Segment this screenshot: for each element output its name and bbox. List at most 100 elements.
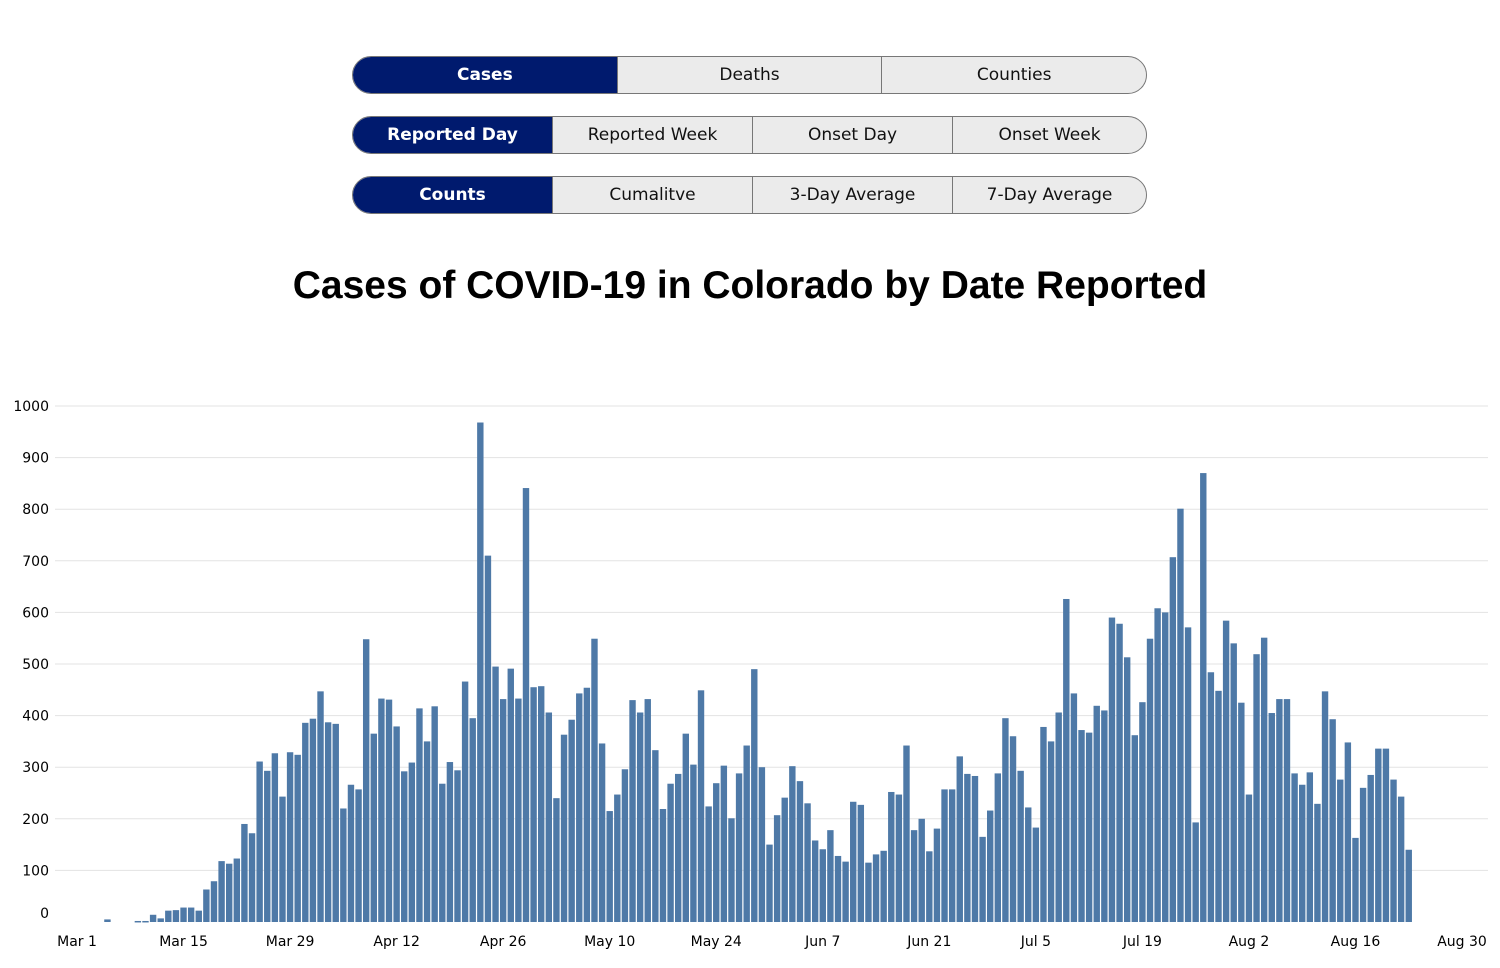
bar[interactable] (941, 789, 948, 922)
bar[interactable] (682, 733, 689, 922)
bar[interactable] (895, 794, 903, 922)
bar[interactable] (165, 910, 172, 922)
bar[interactable] (1276, 699, 1283, 922)
bar[interactable] (1139, 702, 1146, 922)
bar[interactable] (652, 750, 659, 922)
bar[interactable] (1382, 748, 1390, 922)
bar[interactable] (302, 722, 309, 922)
bar[interactable] (1253, 654, 1260, 922)
bar[interactable] (735, 773, 743, 922)
bar[interactable] (1222, 620, 1230, 922)
bar[interactable] (142, 920, 149, 923)
bar[interactable] (1397, 796, 1405, 922)
bar[interactable] (1009, 736, 1017, 922)
bar[interactable] (888, 791, 895, 922)
bar[interactable] (241, 823, 248, 922)
bar[interactable] (309, 718, 317, 922)
bar[interactable] (279, 796, 286, 922)
bar[interactable] (568, 719, 575, 922)
bar[interactable] (811, 840, 819, 922)
bar[interactable] (1169, 557, 1177, 922)
bar[interactable] (104, 919, 111, 922)
bar[interactable] (834, 855, 842, 922)
bar[interactable] (1306, 772, 1314, 922)
bar[interactable] (979, 836, 986, 922)
bar[interactable] (910, 830, 918, 922)
bar[interactable] (362, 639, 370, 922)
bar[interactable] (1230, 643, 1237, 922)
bar[interactable] (530, 687, 537, 922)
bar[interactable] (827, 830, 834, 922)
bar[interactable] (667, 783, 674, 922)
bar[interactable] (1108, 617, 1116, 922)
tab-counties[interactable]: Counties (881, 57, 1146, 93)
bar[interactable] (1116, 623, 1123, 922)
bar[interactable] (705, 806, 712, 922)
bar[interactable] (553, 798, 560, 922)
bar[interactable] (1344, 742, 1352, 922)
bar[interactable] (766, 844, 773, 922)
bar[interactable] (1055, 712, 1062, 922)
bar[interactable] (515, 698, 522, 922)
bar[interactable] (933, 828, 941, 922)
bar[interactable] (1162, 612, 1169, 922)
bar[interactable] (713, 783, 720, 922)
bar[interactable] (842, 861, 849, 922)
bar[interactable] (758, 767, 766, 922)
bar[interactable] (469, 718, 476, 922)
tab-reported-day[interactable]: Reported Day (353, 117, 552, 153)
bar[interactable] (804, 803, 811, 922)
bar[interactable] (659, 808, 667, 922)
bar[interactable] (773, 815, 781, 922)
bar[interactable] (1359, 787, 1367, 922)
bar[interactable] (1329, 719, 1336, 922)
bar[interactable] (393, 726, 400, 922)
bar[interactable] (1085, 732, 1093, 922)
bar[interactable] (264, 770, 271, 922)
bar[interactable] (789, 766, 796, 922)
bar[interactable] (1093, 705, 1100, 922)
tab-cases[interactable]: Cases (353, 57, 617, 93)
bar[interactable] (484, 555, 492, 922)
bar[interactable] (401, 771, 408, 922)
bar[interactable] (880, 850, 887, 922)
bar[interactable] (743, 745, 750, 922)
bar[interactable] (203, 889, 210, 922)
bar[interactable] (499, 699, 507, 922)
bar[interactable] (134, 920, 142, 923)
bar[interactable] (1299, 784, 1306, 922)
bar[interactable] (157, 918, 164, 922)
bar[interactable] (317, 691, 324, 922)
bar[interactable] (697, 690, 705, 922)
bar[interactable] (248, 833, 256, 922)
bar[interactable] (423, 741, 431, 922)
bar[interactable] (385, 699, 393, 922)
bar[interactable] (629, 700, 636, 922)
tab-counts[interactable]: Counts (353, 177, 552, 213)
tab-cumulative[interactable]: Cumalitve (552, 177, 752, 213)
bar[interactable] (286, 752, 294, 922)
bar[interactable] (218, 861, 225, 922)
bar[interactable] (690, 764, 697, 922)
bar[interactable] (1283, 699, 1291, 922)
bar[interactable] (948, 789, 956, 922)
bar[interactable] (149, 914, 157, 922)
bar[interactable] (1002, 718, 1009, 922)
bar[interactable] (994, 773, 1002, 922)
bar[interactable] (1207, 672, 1215, 922)
tab-reported-week[interactable]: Reported Week (552, 117, 752, 153)
bar[interactable] (1238, 702, 1245, 922)
bar[interactable] (180, 907, 187, 922)
bar[interactable] (233, 858, 241, 922)
bar[interactable] (1367, 774, 1374, 922)
bar[interactable] (621, 769, 629, 922)
bar[interactable] (1337, 779, 1344, 922)
bar[interactable] (1123, 657, 1131, 922)
bar[interactable] (1215, 690, 1222, 922)
bar[interactable] (439, 783, 446, 922)
bar[interactable] (903, 745, 910, 922)
bar[interactable] (728, 818, 735, 922)
bar[interactable] (560, 734, 568, 922)
bar[interactable] (918, 818, 925, 922)
bar[interactable] (340, 808, 347, 922)
